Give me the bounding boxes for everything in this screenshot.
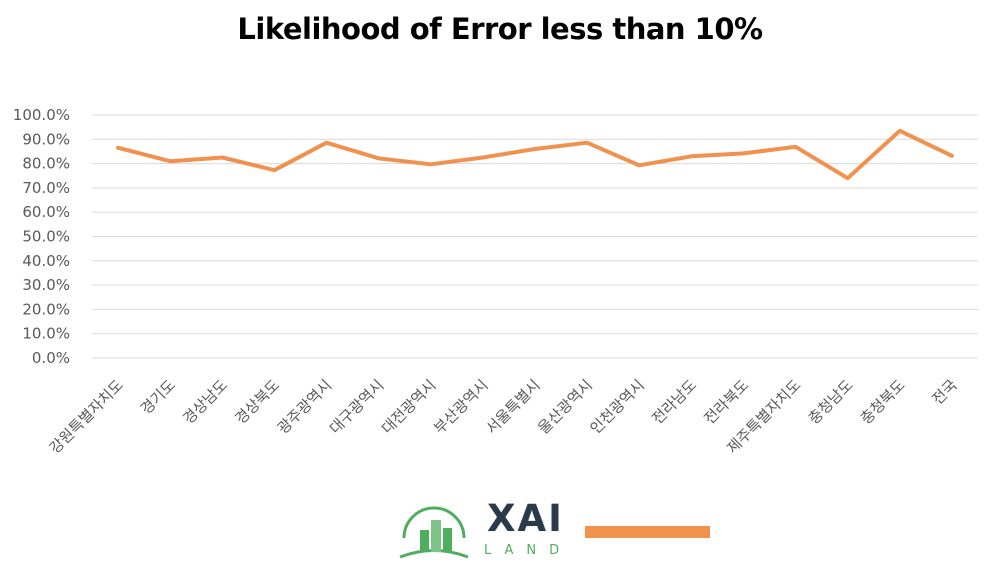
- y-tick-label: 40.0%: [22, 252, 70, 270]
- x-category-label: 광주광역시: [274, 376, 336, 438]
- y-tick-label: 90.0%: [22, 130, 70, 148]
- x-category-label: 경상남도: [179, 376, 231, 428]
- x-category-label: 강원특별자치도: [46, 376, 127, 457]
- data-point: [846, 176, 850, 180]
- data-point: [637, 163, 641, 167]
- logo-subtitle: LAND: [484, 543, 573, 558]
- x-category-label: 부산광역시: [430, 376, 492, 438]
- y-axis-tick-labels: 0.0% 10.0% 20.0% 30.0% 40.0% 50.0% 60.0% 70.0% 8…: [13, 106, 70, 367]
- chart-title: Likelihood of Error less than 10%: [237, 12, 763, 46]
- grid-lines: [92, 114, 978, 359]
- x-category-label: 인천광역시: [587, 376, 649, 438]
- x-category-label: 전라북도: [701, 376, 753, 428]
- logo-name: XAI: [487, 497, 564, 540]
- y-tick-label: 60.0%: [22, 203, 70, 221]
- y-tick-label: 0.0%: [32, 349, 70, 367]
- data-point: [220, 156, 224, 160]
- y-tick-label: 30.0%: [22, 276, 70, 294]
- x-category-label: 대구광역시: [326, 376, 388, 438]
- x-axis-category-labels: 강원특별자치도 경기도 경상남도 경상북도광주광역시대구광역시대전광역시부산광역시서울…: [46, 376, 961, 457]
- x-category-label: 전국: [929, 376, 961, 408]
- data-point: [272, 168, 276, 172]
- data-point: [116, 146, 120, 150]
- data-point: [950, 154, 954, 158]
- data-point: [168, 159, 172, 163]
- x-category-label: 충청남도: [805, 376, 857, 428]
- data-point: [429, 162, 433, 166]
- y-tick-label: 70.0%: [22, 179, 70, 197]
- x-category-label: 서울특별시: [482, 376, 544, 438]
- data-point: [533, 147, 537, 151]
- data-point: [689, 154, 693, 158]
- x-category-label: 전라남도: [648, 376, 700, 428]
- data-point: [585, 141, 589, 145]
- building-logo-icon: [399, 506, 469, 559]
- y-tick-label: 50.0%: [22, 228, 70, 246]
- xai-land-logo: [399, 506, 469, 559]
- y-tick-label: 80.0%: [22, 155, 70, 173]
- x-category-label: 충청북도: [857, 376, 909, 428]
- x-category-label: 경기도: [137, 376, 179, 418]
- data-point: [325, 141, 329, 145]
- x-category-label: 경상북도: [231, 376, 283, 428]
- data-point: [898, 129, 902, 133]
- series-line: [116, 128, 954, 181]
- legend-series-swatch: [585, 526, 710, 538]
- series-layer: [116, 128, 954, 181]
- x-category-label: 대전광역시: [378, 376, 440, 438]
- data-point: [794, 145, 798, 149]
- data-point: [481, 156, 485, 160]
- y-tick-label: 100.0%: [13, 106, 70, 124]
- y-tick-label: 10.0%: [22, 325, 70, 343]
- x-category-label: 울산광역시: [534, 376, 596, 438]
- y-tick-label: 20.0%: [22, 300, 70, 318]
- data-point: [741, 151, 745, 155]
- data-point: [377, 156, 381, 160]
